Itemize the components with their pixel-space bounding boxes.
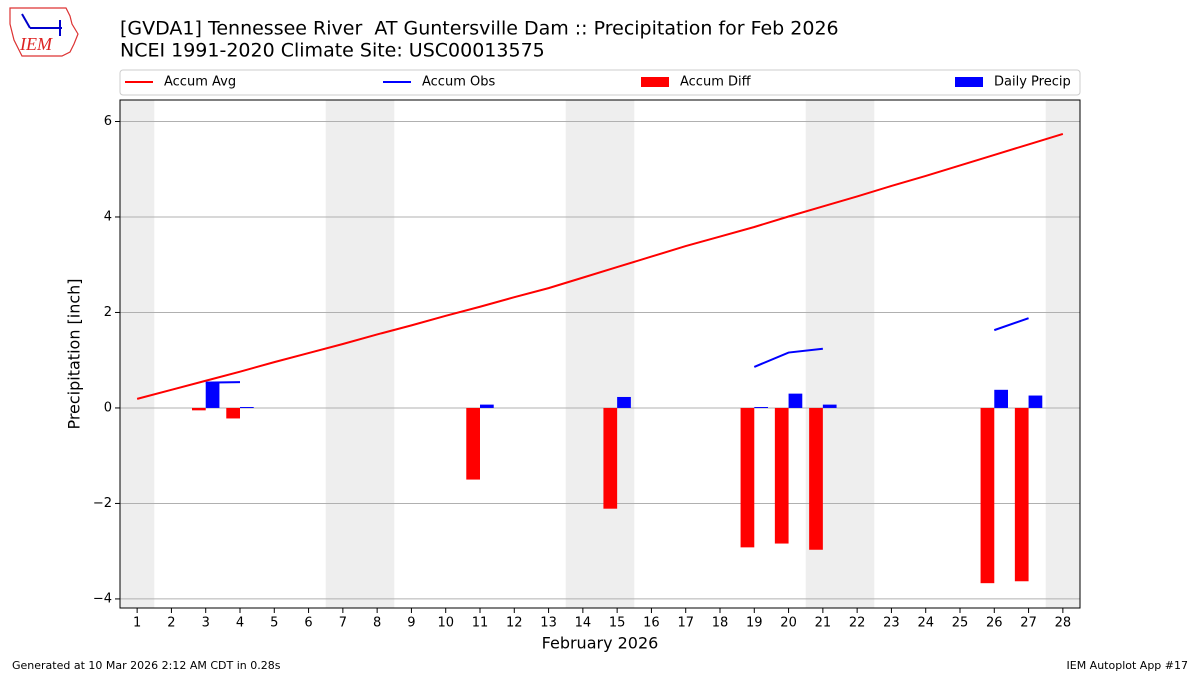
bar (788, 393, 803, 408)
bar (994, 389, 1008, 408)
bar (240, 406, 254, 408)
x-tick-label: 15 (609, 616, 626, 631)
bar (192, 407, 206, 411)
x-tick-label: 27 (1020, 616, 1037, 631)
bar (809, 407, 823, 550)
plot-frame (119, 99, 1081, 609)
line (205, 317, 1029, 384)
weekend-band (120, 100, 155, 608)
x-tick-label: 21 (815, 616, 832, 631)
x-tick-label: 23 (883, 616, 900, 631)
x-axis-label: February 2026 (542, 634, 659, 653)
x-tick-label: 17 (677, 616, 694, 631)
chart-subtitle: NCEI 1991-2020 Climate Site: USC00013575 (120, 40, 545, 62)
weekend-band (565, 100, 600, 608)
legend-label: Accum Avg (164, 75, 236, 90)
bar (205, 382, 220, 408)
bar (617, 396, 631, 408)
x-tick-label: 6 (304, 616, 312, 631)
x-tick-label: 3 (202, 616, 210, 631)
weekend-band (1045, 100, 1080, 608)
logo: IEM (9, 7, 79, 57)
weekend-band (600, 100, 635, 608)
x-tick-label: 19 (746, 616, 763, 631)
x-tick-label: 8 (373, 616, 381, 631)
x-tick-label: 11 (472, 616, 489, 631)
x-tick-label: 2 (167, 616, 175, 631)
y-axis-label: Precipitation [inch] (65, 278, 84, 429)
legend-swatch (641, 77, 669, 87)
x-tick-label: 20 (780, 616, 797, 631)
legend-swatch (955, 77, 983, 87)
legend-label: Daily Precip (994, 75, 1071, 90)
x-tick-label: 13 (540, 616, 557, 631)
x-tick-label: 1 (133, 616, 141, 631)
bar (1028, 395, 1043, 408)
bar (480, 404, 494, 408)
footer-left: Generated at 10 Mar 2026 2:12 AM CDT in … (12, 659, 281, 672)
y-tick-label: 6 (104, 114, 112, 129)
bar (822, 404, 837, 408)
bar (466, 407, 480, 480)
logo-icon (21, 13, 31, 29)
x-tick-label: 10 (437, 616, 454, 631)
bar (754, 406, 768, 408)
x-tick-label: 5 (270, 616, 278, 631)
weekend-band (360, 100, 395, 608)
x-tick-label: 4 (236, 616, 244, 631)
bar (774, 407, 789, 544)
x-tick-label: 12 (506, 616, 523, 631)
x-tick-label: 24 (917, 616, 934, 631)
bar (740, 407, 755, 548)
logo-text: IEM (19, 34, 53, 54)
footer-right: IEM Autoplot App #17 (1067, 659, 1189, 672)
y-tick-label: 0 (104, 400, 112, 415)
y-tick-label: −4 (93, 591, 112, 606)
chart-title: [GVDA1] Tennessee River AT Guntersville … (120, 18, 839, 40)
x-tick-label: 25 (952, 616, 969, 631)
y-tick-label: 4 (104, 209, 112, 224)
x-tick-label: 26 (986, 616, 1003, 631)
bar (603, 407, 618, 509)
x-tick-label: 14 (575, 616, 592, 631)
line (136, 132, 1064, 400)
x-tick-label: 9 (407, 616, 415, 631)
legend-label: Accum Diff (680, 75, 752, 90)
legend-label: Accum Obs (422, 75, 495, 90)
weekend-band (325, 100, 360, 608)
bar (226, 407, 240, 419)
x-tick-label: 22 (849, 616, 866, 631)
bar (1014, 407, 1029, 582)
y-tick-label: −2 (93, 496, 112, 511)
y-tick-label: 2 (104, 305, 112, 320)
x-tick-label: 7 (339, 616, 347, 631)
bar (980, 407, 995, 584)
x-tick-label: 18 (712, 616, 729, 631)
legend-box (119, 69, 1081, 96)
x-tick-label: 16 (643, 616, 660, 631)
weekend-band (840, 100, 875, 608)
x-tick-label: 28 (1055, 616, 1072, 631)
